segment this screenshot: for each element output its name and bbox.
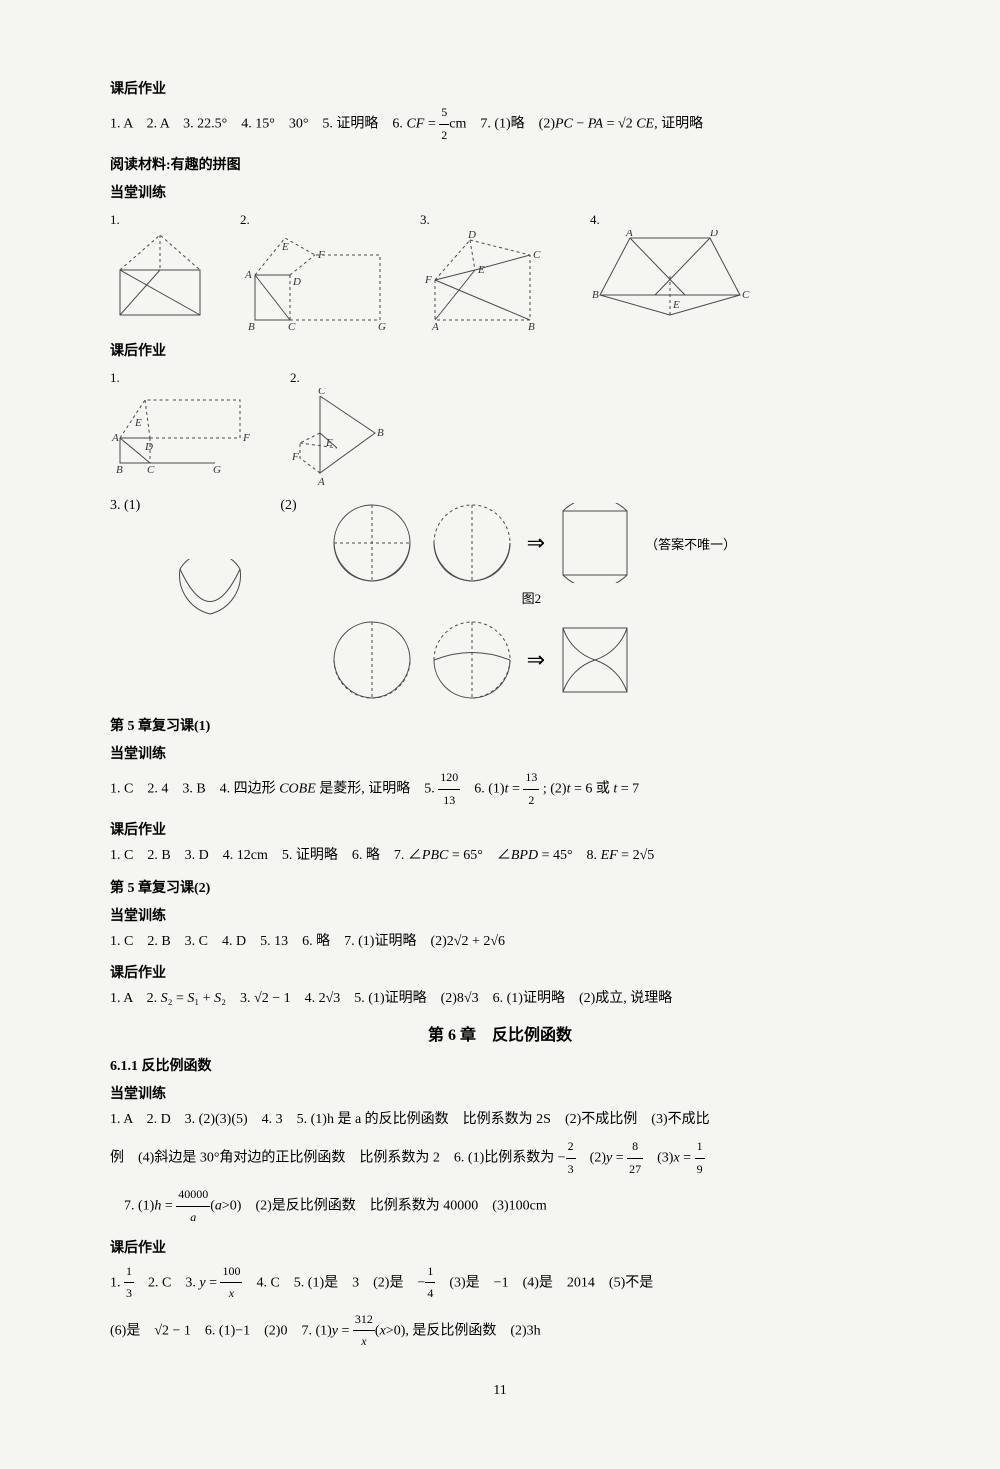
diagram-item: 1. [110,212,210,320]
page-content: 课后作业 1. A 2. A 3. 22.5° 4. 15° 30° 5. 证明… [110,50,890,1419]
answer-line: 1. C 2. B 3. D 4. 12cm 5. 证明略 6. 略 7. ∠P… [110,843,890,868]
chapter-title: 第 6 章 反比例函数 [110,1021,890,1045]
vertex-label: A [431,321,439,330]
sub-title: 当堂训练 [110,743,890,763]
vertex-label: B [528,321,535,330]
vertex-label: C [318,388,326,397]
circle-diagram [427,615,517,705]
geometry-diagram: C B E F A [290,388,400,488]
vertex-label: B [592,289,599,301]
vertex-label: A [244,269,252,281]
vertex-label: F [242,432,250,444]
diagram-row: 1. E A D F B C G [110,370,890,488]
vertex-label: C [288,321,296,330]
vertex-label: A [111,432,119,444]
vertex-label: D [467,230,476,241]
circle-diagram [170,559,250,644]
vertex-label: C [533,249,541,261]
arrow-icon: ⇒ [527,647,545,673]
diagram-item: 4. A D B C E [590,212,750,320]
section-title: 第 5 章复习课(2) [110,877,890,897]
diagram-row: 1. 2. [110,212,890,330]
geometry-diagram: E F A D B C G [240,230,390,330]
vertex-label: E [672,299,680,311]
diagram-number: 1. [110,370,260,386]
diagram-item: 1. E A D F B C G [110,370,260,473]
sub-title: 课后作业 [110,1237,890,1257]
vertex-label: F [424,274,432,286]
geometry-diagram: D C E F A B [420,230,560,330]
geometry-diagram: A D B C E [590,230,750,320]
vertex-label: A [625,230,633,239]
answer-line: 1. 13 2. C 3. y = 100x 4. C 5. (1)是 3 (2… [110,1261,890,1305]
section-title: 课后作业 [110,340,890,360]
arrow-icon: ⇒ [527,530,545,556]
diagram-item: 2. E F A D B C G [240,212,390,330]
diagram-item: 2. C B E F A [290,370,400,488]
diagram-number: 2. [240,212,390,228]
sub-title: 当堂训练 [110,1083,890,1103]
figure-label: 图2 [327,588,736,607]
vertex-label: D [144,441,153,453]
vertex-label: B [377,427,384,439]
section-title: 课后作业 [110,78,890,98]
vertex-label: D [292,276,301,288]
answer-line: 1. C 2. B 3. C 4. D 5. 13 6. 略 7. (1)证明略… [110,929,890,954]
vertex-label: C [742,289,750,301]
sub-title: 当堂训练 [110,905,890,925]
vertex-label: B [248,321,255,330]
section-title: 6.1.1 反比例函数 [110,1055,890,1075]
vertex-label: F [291,451,299,463]
vertex-label: C [147,464,155,473]
diagram-number: 1. [110,212,210,228]
vertex-label: G [378,321,386,330]
geometry-diagram [110,230,210,320]
vertex-label: E [325,437,333,449]
answer-line: 1. A 2. D 3. (2)(3)(5) 4. 3 5. (1)h 是 a … [110,1107,890,1132]
square-diagram [555,503,635,583]
vertex-label: E [134,417,142,429]
diagram-number: 2. [290,370,400,386]
square-diagram [555,620,635,700]
answer-line: 1. C 2. 4 3. B 4. 四边形 COBE 是菱形, 证明略 5. 1… [110,767,890,811]
diagram-number: 4. [590,212,750,228]
answer-note: （答案不唯一） [645,534,736,553]
sub-title: 当堂训练 [110,182,890,202]
circle-diagram [427,498,517,588]
answer-line: 1. A 2. A 3. 22.5° 4. 15° 30° 5. 证明略 6. … [110,102,890,146]
vertex-label: E [477,264,485,276]
answer-line: 1. A 2. S₂ = S₁ + S₂ 3. √2 − 1 4. 2√3 5.… [110,986,890,1011]
circle-diagram [327,615,417,705]
reading-title: 阅读材料:有趣的拼图 [110,154,890,174]
section-title: 第 5 章复习课(1) [110,715,890,735]
sub-title: 课后作业 [110,819,890,839]
answer-line: (6)是 √2 − 1 6. (1)−1 (2)0 7. (1)y = 312x… [110,1309,890,1353]
circle-diagram [327,498,417,588]
vertex-label: F [317,249,325,261]
figure-group: ⇒ （答案不唯一） 图2 [327,498,736,705]
page-number: 11 [110,1383,890,1399]
vertex-label: E [281,241,289,253]
answer-line: 例 (4)斜边是 30°角对边的正比例函数 比例系数为 2 6. (1)比例系数… [110,1136,890,1180]
diagram-number: 3. [420,212,560,228]
question-prefix: 3. (1) [110,498,140,514]
geometry-diagram: E A D F B C G [110,388,260,473]
diagram-row: 3. (1) (2) [110,498,890,705]
diagram-item: 3. D C E F A B [420,212,560,330]
vertex-label: B [116,464,123,473]
vertex-label: D [709,230,718,239]
vertex-label: A [317,476,325,488]
vertex-label: G [213,464,221,473]
question-mid: (2) [280,498,296,514]
answer-line: 7. (1)h = 40000a(a>0) (2)是反比例函数 比例系数为 40… [110,1184,890,1228]
sub-title: 课后作业 [110,962,890,982]
